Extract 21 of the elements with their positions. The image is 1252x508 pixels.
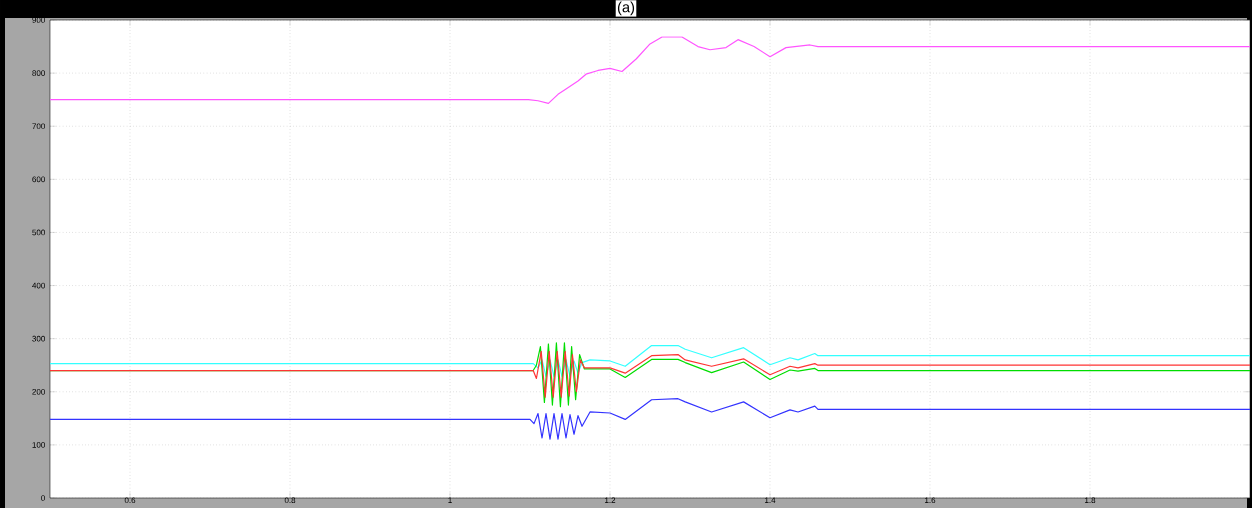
- y-tick-label: 400: [32, 282, 45, 289]
- x-tick-label: 1.6: [925, 497, 936, 504]
- x-tick-label: 1.2: [605, 497, 616, 503]
- y-tick-label: 200: [32, 388, 45, 395]
- x-tick-label: 0.6: [124, 497, 136, 504]
- x-tick-label: 0.8: [284, 497, 296, 504]
- y-tick-label: 0: [41, 495, 45, 501]
- y-tick-label: 300: [32, 335, 45, 342]
- y-tick-label: 500: [32, 229, 45, 236]
- line-series: [50, 344, 1251, 377]
- x-tick-label: 1: [448, 497, 452, 503]
- line-series: [50, 398, 1251, 440]
- y-tick-label: 600: [32, 176, 45, 183]
- x-tick-label: 1.4: [765, 497, 776, 503]
- chart-title: (a): [617, 1, 635, 16]
- line-series: [50, 350, 1251, 398]
- y-tick-label: 100: [32, 442, 45, 448]
- y-tick-label: 700: [32, 123, 45, 130]
- line-series: [50, 36, 1251, 104]
- y-tick-label: 800: [32, 70, 45, 76]
- x-tick-label: 1.8: [1085, 497, 1096, 504]
